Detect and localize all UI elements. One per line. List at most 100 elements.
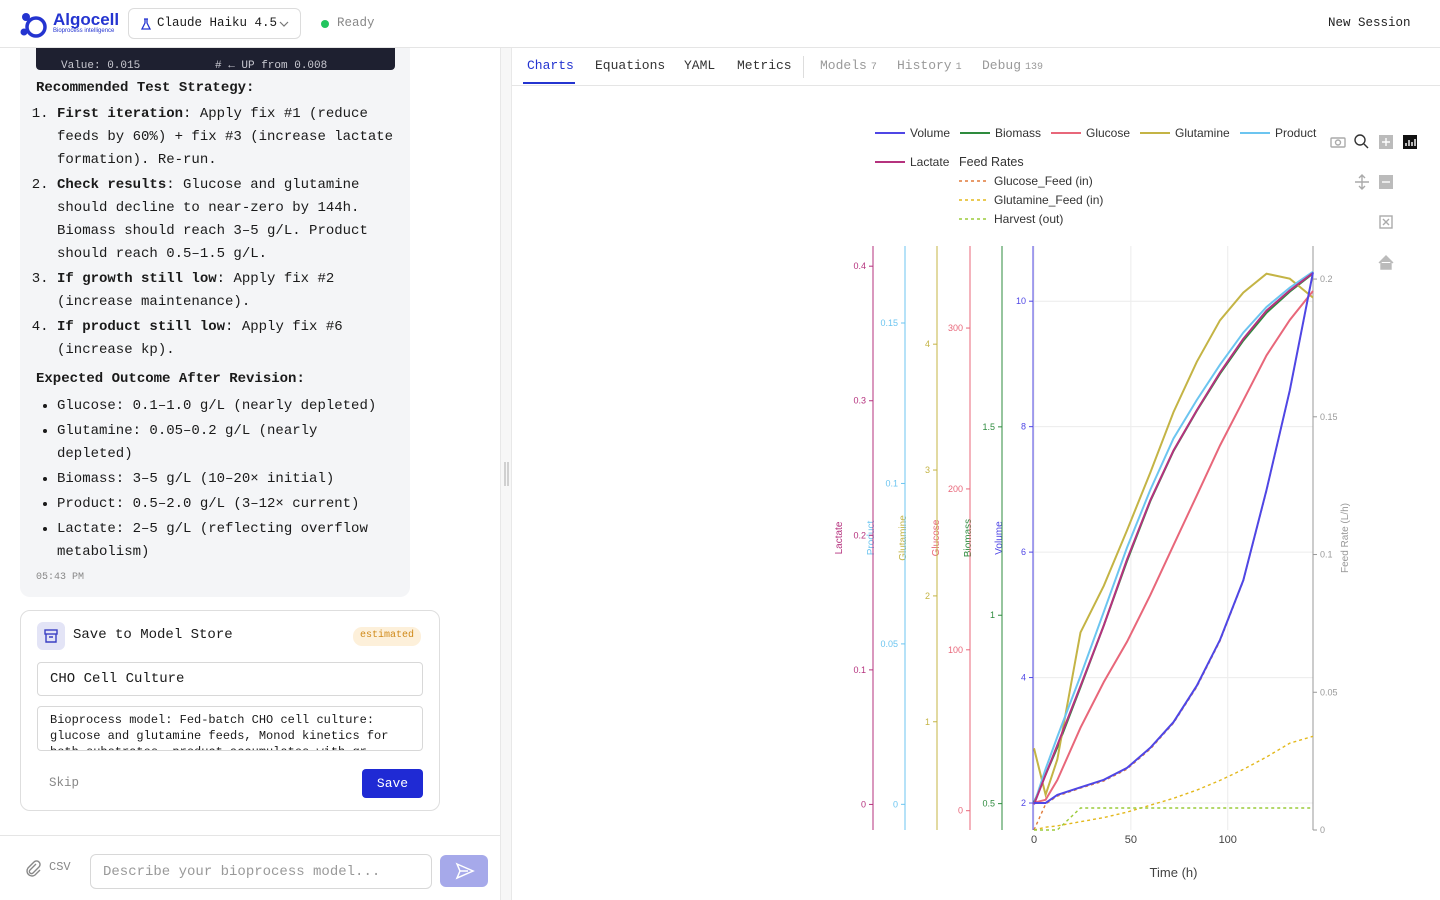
y-axis-title: Lactate (834, 521, 845, 554)
x-tick-label: 0 (1031, 834, 1037, 846)
strategy-list: First iteration: Apply fix #1 (reduce fe… (36, 103, 396, 362)
x-axis-title: Time (h) (1150, 865, 1198, 880)
tab[interactable]: Models 7 (820, 58, 877, 73)
tab-count: 7 (870, 62, 877, 73)
outcome-item: Lactate: 2–5 g/L (reflecting overflow me… (57, 518, 396, 564)
x-tick-label: 100 (1219, 834, 1237, 846)
tab[interactable]: History 1 (897, 58, 962, 73)
y-tick-label: 0.2 (1320, 274, 1333, 284)
status-dot (321, 20, 329, 28)
y-tick-label: 0.1 (885, 478, 898, 488)
home-button[interactable] (1378, 255, 1394, 270)
legend-label: Glucose_Feed (in) (994, 174, 1093, 188)
series-line (1033, 290, 1314, 804)
item-text: : Apply fix #2 (increase maintenance). (57, 271, 335, 310)
tab-label: Models (820, 58, 867, 73)
item-label: If growth still low (57, 271, 217, 287)
item-label: First iteration (57, 106, 184, 122)
autoscale-button[interactable] (1403, 135, 1417, 149)
y-tick-label: 0.05 (880, 639, 898, 649)
zoom-out-button[interactable] (1379, 175, 1393, 189)
active-tab-underline (523, 82, 575, 84)
model-select[interactable]: Claude Haiku 4.5 (128, 8, 301, 39)
zoom-button[interactable] (1354, 134, 1369, 149)
reset-button[interactable] (1379, 215, 1393, 229)
series-line (1033, 272, 1314, 799)
new-session[interactable]: New Session (1328, 16, 1411, 30)
y-axis-title: Volume (994, 521, 1005, 555)
resize-handle[interactable] (500, 48, 512, 900)
lines (1033, 270, 1314, 831)
y-axis-title: Feed Rate (L/h) (1340, 503, 1351, 573)
item-text: : Glucose and glutamine should decline t… (57, 177, 368, 262)
zoom-in-button[interactable] (1379, 135, 1393, 149)
series-line (1034, 272, 1314, 804)
tab-label: History (897, 58, 952, 73)
y-tick-label: 2 (925, 591, 930, 601)
y-tick-label: 0 (958, 806, 963, 816)
legend-label: Harvest (out) (994, 212, 1063, 226)
item-text: : Apply fix #1 (reduce feeds by 60%) + f… (57, 106, 394, 168)
save-title: Save to Model Store (73, 627, 233, 643)
y-tick-label: 10 (1016, 296, 1026, 306)
y-tick-label: 0.5 (982, 799, 995, 809)
y-tick-label: 300 (948, 323, 963, 333)
camera-button[interactable] (1330, 137, 1346, 148)
heading: Expected Outcome After Revision: (36, 371, 305, 387)
tab-separator (803, 56, 804, 78)
message-card (20, 48, 410, 597)
series-line (1033, 272, 1314, 805)
tab-bar: Charts Equations YAML Metrics Models 7 Hi… (512, 48, 1440, 86)
model-name: Claude Haiku 4.5 (157, 16, 278, 30)
y-tick-label: 4 (925, 339, 930, 349)
series-line (1033, 272, 1314, 831)
archive-icon (37, 622, 65, 650)
badge: estimated (353, 627, 422, 646)
y-tick-label: 3 (925, 465, 930, 475)
y-tick-label: 0.4 (853, 261, 866, 271)
name-input[interactable]: CHO Cell Culture (37, 662, 423, 696)
y-tick-label: 1 (925, 717, 930, 727)
csv-button[interactable]: CSV (49, 860, 71, 874)
tab-label: Debug (982, 58, 1022, 73)
code-line: Value: 0.015 (61, 60, 141, 72)
y-tick-label: 6 (1021, 547, 1026, 557)
y-tick-label: 1 (990, 610, 995, 620)
y-tick-label: 0.1 (853, 665, 866, 675)
logo-icon (20, 13, 47, 38)
flask-icon (140, 18, 152, 30)
y-tick-label: 100 (948, 645, 963, 655)
legend-label: Glutamine_Feed (in) (994, 193, 1103, 207)
tab-count: 1 (955, 62, 962, 73)
pan-button[interactable] (1355, 174, 1369, 190)
code-block: Value: 0.015 # ← UP from 0.008 (36, 48, 395, 72)
save-button[interactable]: Save (362, 769, 423, 798)
tagline: Bioprocess intelligence (53, 28, 115, 34)
send-button[interactable] (440, 855, 488, 887)
skip-button[interactable]: Skip (49, 776, 80, 790)
prompt-input[interactable]: Describe your bioprocess model... (90, 854, 432, 889)
series-line (1033, 735, 1314, 831)
outcome-item: Product: 0.5–2.0 g/L (3–12× current) (57, 493, 396, 516)
y-axis-title: Product (866, 521, 877, 556)
legend-label: Glutamine (1175, 126, 1230, 140)
tab[interactable]: Metrics (737, 58, 792, 73)
legend-label: Lactate (910, 155, 950, 169)
description-input[interactable]: Bioprocess model: Fed-batch CHO cell cul… (37, 706, 423, 751)
legend-label: Biomass (995, 126, 1041, 140)
tab[interactable]: YAML (684, 58, 716, 73)
y-tick-label: 1.5 (982, 422, 995, 432)
tab[interactable]: Debug 139 (982, 58, 1043, 73)
tab[interactable]: Charts (527, 58, 574, 73)
legend-label: Volume (910, 126, 950, 140)
legend-group-title: Feed Rates (959, 155, 1024, 169)
y-tick-label: 4 (1021, 673, 1026, 683)
legend-label: Glucose (1086, 126, 1130, 140)
y-tick-label: 0 (861, 799, 866, 809)
attach-icon[interactable] (25, 859, 41, 877)
y-tick-label: 2 (1021, 798, 1026, 808)
y-tick-label: 8 (1021, 422, 1026, 432)
tab[interactable]: Equations (595, 58, 666, 73)
